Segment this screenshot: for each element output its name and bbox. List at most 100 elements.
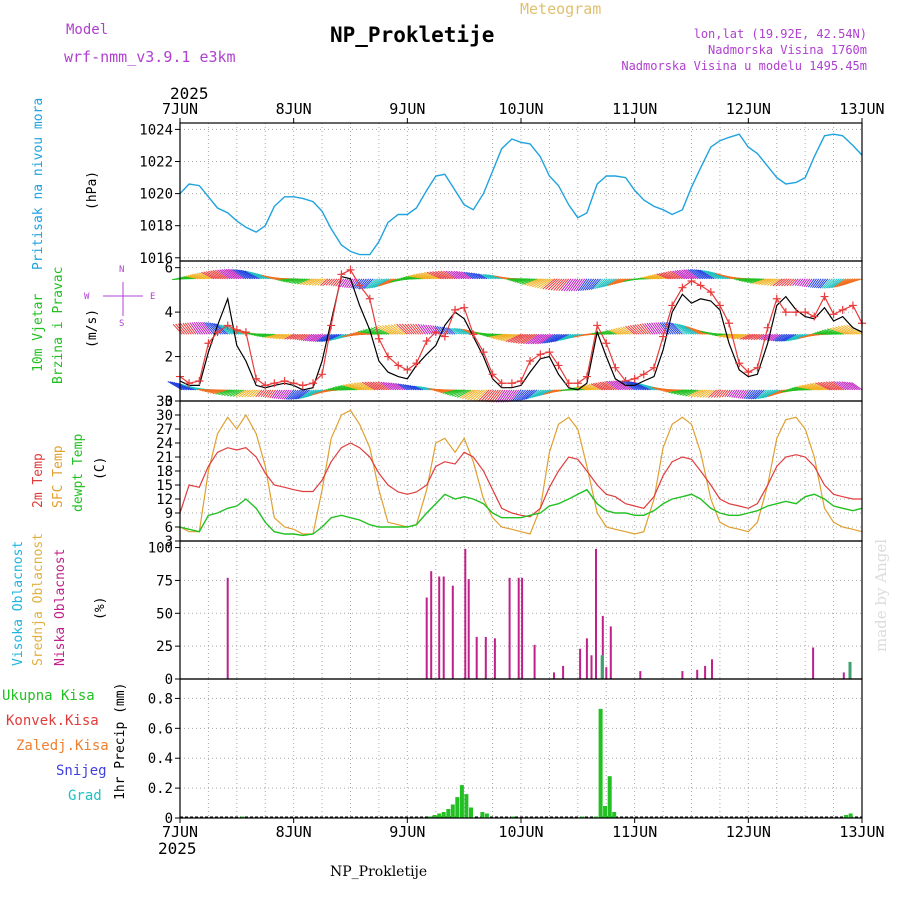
wind-barb <box>475 389 488 402</box>
wind-barb <box>544 333 558 344</box>
wind-gust-marker <box>460 303 469 312</box>
temp2m-label: 2m Temp <box>31 453 46 508</box>
precip-total-bar <box>437 813 442 818</box>
wind-barb <box>766 278 779 286</box>
wind-barb <box>448 270 460 280</box>
wind-barb <box>772 278 783 287</box>
wind-barb <box>588 383 601 391</box>
wind-barb <box>602 381 615 391</box>
wind-barb <box>220 324 235 335</box>
wind-barb <box>784 278 792 287</box>
precip-total-bar <box>446 809 451 818</box>
y-tick-label: 12 <box>156 492 173 508</box>
wind-barb <box>395 382 406 391</box>
wind-barb <box>299 278 313 285</box>
wind-barb <box>502 389 513 403</box>
wind-gust-marker <box>185 379 194 388</box>
wind-barb <box>264 333 278 338</box>
wind-barb <box>833 278 847 288</box>
wind-barb <box>654 273 667 280</box>
wind-gust-marker <box>696 281 705 290</box>
wind-barb <box>615 380 629 391</box>
wind-barb <box>775 278 786 287</box>
y-tick-label: 9 <box>165 506 173 522</box>
wind-barb <box>353 382 369 391</box>
wind-barb <box>393 323 406 335</box>
wind-barb <box>840 325 856 335</box>
year-bottom: 2025 <box>158 839 197 858</box>
wind-barb <box>590 278 601 290</box>
wind-barb <box>260 389 267 398</box>
wind-barb <box>241 389 251 398</box>
precip-total-bar <box>459 785 464 818</box>
wind-barb <box>287 389 297 400</box>
wind-barb <box>289 333 299 340</box>
wind-barb <box>820 381 835 391</box>
wind-barb <box>768 333 779 342</box>
cloud-low-bar <box>704 665 707 679</box>
precip-total-bar <box>480 812 485 818</box>
wind-barb <box>255 389 263 398</box>
wind-barb <box>346 278 354 288</box>
wind-barb <box>484 274 494 280</box>
wind-barb <box>455 327 465 335</box>
wind-barb <box>404 384 415 391</box>
wind-gust-marker <box>582 372 591 381</box>
x-tick-label-bottom: 13JUN <box>839 823 884 841</box>
y-tick-label: 2 <box>165 350 173 366</box>
wind-gust-marker <box>630 374 639 383</box>
wind-barb <box>294 278 308 285</box>
wind-barb <box>604 330 615 335</box>
cloud-mid-label: Srednja Oblacnost <box>31 533 46 666</box>
wind-barb <box>615 327 626 335</box>
wind-barb <box>447 389 463 396</box>
wind-barb <box>674 323 688 335</box>
wind-barb <box>342 384 360 391</box>
cloud-low-bar <box>605 667 608 679</box>
wind-barb <box>415 323 424 335</box>
wind-barb <box>532 389 544 399</box>
wind-barb <box>613 328 624 335</box>
cloud-low-bar <box>493 638 496 679</box>
wind-gust-marker <box>431 328 440 337</box>
wind-barb <box>444 389 460 395</box>
wind-barb <box>815 382 831 391</box>
wind-barb <box>438 389 453 393</box>
wind-barb <box>193 322 204 335</box>
wind-barb <box>819 330 838 335</box>
wind-barb <box>236 269 251 280</box>
wind-barb <box>380 381 392 391</box>
wind-barb <box>809 278 817 288</box>
wind-barb <box>425 324 433 335</box>
wind-barb <box>464 389 479 400</box>
wind-barb <box>683 269 697 280</box>
wind-barb <box>171 381 188 391</box>
wind-barb <box>396 323 408 335</box>
wind-barb <box>400 383 410 391</box>
wind-barb <box>449 389 465 396</box>
wind-gust-marker <box>213 328 222 337</box>
cloud-low-bar <box>442 576 445 679</box>
wind-barb <box>701 269 717 280</box>
wind-gust-marker <box>725 319 734 328</box>
wind-series-label-2: Brzina i Pravac <box>51 267 66 384</box>
wind-barb <box>469 389 483 401</box>
wind-barb <box>322 278 331 286</box>
wind-barb <box>596 278 608 289</box>
wind-barb <box>450 270 463 280</box>
wind-barb <box>475 273 485 280</box>
wind-gust-marker <box>810 312 819 321</box>
wind-barb <box>495 389 506 403</box>
wind-barb <box>521 278 538 285</box>
wind-barb <box>375 381 388 391</box>
wind-barb <box>739 333 751 340</box>
wind-barb <box>247 389 256 398</box>
wind-barb <box>726 389 733 398</box>
wind-gust-marker <box>469 330 478 339</box>
precip-total-bar <box>511 816 515 818</box>
wind-barb <box>436 325 445 335</box>
wind-barb <box>646 322 656 335</box>
wind-gust-marker <box>270 379 279 388</box>
wind-barb <box>427 324 436 335</box>
